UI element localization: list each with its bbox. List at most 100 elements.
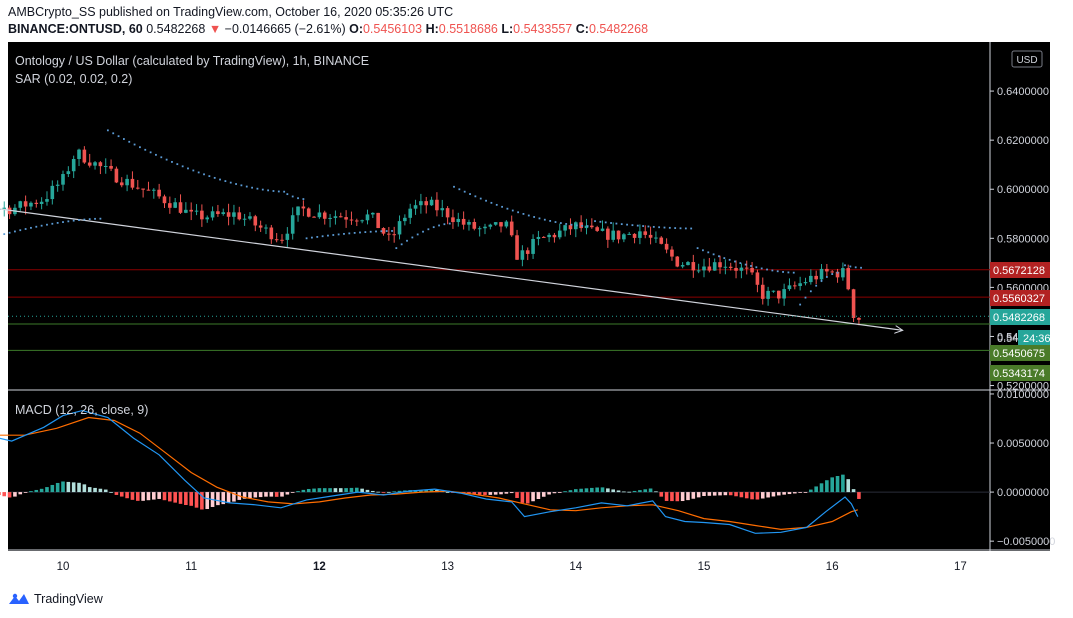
sar-dot	[422, 230, 424, 233]
trend-line[interactable]	[0, 200, 903, 330]
macd-histogram-bar	[312, 488, 316, 493]
sar-dot	[24, 228, 27, 230]
macd-histogram-bar	[93, 487, 97, 493]
macd-histogram-bar	[606, 488, 610, 493]
macd-histogram-bar	[793, 492, 797, 494]
candle	[531, 234, 535, 259]
candle	[760, 277, 765, 305]
candle	[50, 180, 55, 205]
macd-tick-label: 0.0000000	[997, 487, 1049, 499]
candle	[205, 215, 210, 223]
macd-histogram-bar	[184, 492, 188, 506]
macd-histogram-bar	[819, 483, 824, 493]
candle	[696, 263, 701, 274]
sar-dot	[604, 221, 607, 224]
macd-histogram-bar	[744, 492, 749, 499]
sar-dot	[668, 226, 671, 229]
price-tick-label: 0.6000000	[997, 184, 1049, 196]
macd-histogram-bar	[205, 492, 210, 510]
sar-dot	[106, 129, 109, 132]
chart-canvas[interactable]: 0.6400000 0.6200000 0.6000000 0.5800000 0.56…	[0, 40, 1073, 582]
currency-button[interactable]: USD	[1011, 50, 1043, 68]
candle	[301, 200, 306, 217]
sar-dot	[538, 217, 541, 220]
sar-dot	[674, 227, 677, 229]
price-label-last: 0.5482268	[990, 309, 1050, 325]
sar-dot	[610, 222, 612, 224]
sar-dot	[283, 190, 286, 193]
macd-histogram-bar	[306, 488, 311, 493]
macd-pane[interactable]	[0, 409, 990, 534]
candle	[429, 196, 434, 206]
publisher-line: AMBCrypto_SS published on TradingView.co…	[8, 5, 454, 19]
sar-dot	[636, 224, 639, 227]
candle	[622, 233, 626, 243]
candle	[98, 161, 103, 175]
candle	[798, 276, 802, 291]
macd-histogram-bar	[830, 477, 834, 493]
candle	[493, 222, 498, 226]
candle	[2, 201, 7, 217]
sar-dot	[854, 266, 857, 269]
macd-tick-label: 0.0100000	[997, 389, 1049, 401]
sar-dot	[849, 265, 852, 268]
macd-histogram-bar	[483, 492, 487, 495]
sar-dot	[815, 284, 818, 287]
macd-histogram-bar	[835, 476, 840, 493]
sar-dot	[99, 217, 102, 220]
sar-dot	[277, 190, 280, 193]
macd-histogram-bar	[168, 492, 172, 502]
candle	[18, 200, 23, 211]
sar-dot	[744, 263, 747, 266]
candle	[152, 188, 156, 199]
sar-indicator-label[interactable]: SAR (0.02, 0.02, 0.2)	[15, 72, 132, 86]
macd-histogram-bar	[611, 489, 615, 493]
candle	[184, 202, 188, 214]
macd-histogram-bar	[387, 491, 391, 493]
macd-histogram-bar	[851, 489, 856, 493]
candle	[82, 146, 87, 164]
candle	[793, 281, 797, 290]
candle	[590, 218, 594, 229]
candle	[290, 207, 295, 240]
high-label: H:	[425, 22, 439, 36]
candle	[360, 219, 364, 224]
candle	[584, 218, 589, 235]
candle	[397, 215, 402, 240]
sar-dot	[860, 266, 862, 269]
candle	[830, 270, 834, 274]
macd-histogram-bar	[29, 491, 33, 493]
price-label-countdown: 24:36	[1018, 330, 1051, 346]
candle	[718, 255, 722, 274]
candle	[66, 166, 71, 178]
candle	[264, 224, 268, 235]
sar-dot	[799, 303, 802, 306]
macd-histogram-bar	[360, 488, 364, 493]
sar-dot	[165, 158, 168, 161]
sar-dot	[286, 193, 289, 196]
open-value: 0.5456103	[362, 22, 423, 36]
macd-histogram-bar	[622, 491, 626, 493]
candle	[739, 263, 744, 279]
sar-dot	[19, 229, 22, 232]
currency-button-label[interactable]: USD	[1016, 55, 1037, 66]
sar-dot	[139, 146, 141, 149]
tradingview-logo[interactable]: TradingView	[8, 592, 103, 606]
macd-histogram-bar	[712, 492, 717, 496]
sar-dot	[782, 271, 784, 273]
macd-histogram-bar	[87, 487, 92, 493]
sar-dot	[160, 156, 163, 159]
macd-histogram-bar	[728, 492, 733, 496]
sar-dot	[792, 271, 795, 274]
sar-dot	[658, 226, 661, 229]
candle	[568, 218, 573, 235]
sar-dot	[267, 189, 270, 192]
macd-indicator-label[interactable]: MACD (12, 26, close, 9)	[15, 403, 148, 417]
candle	[680, 262, 685, 269]
price-pane[interactable]	[0, 129, 990, 351]
candle	[119, 177, 124, 188]
candle	[232, 204, 236, 225]
sar-dot	[511, 209, 514, 212]
candle	[349, 211, 354, 225]
candle	[835, 268, 840, 283]
